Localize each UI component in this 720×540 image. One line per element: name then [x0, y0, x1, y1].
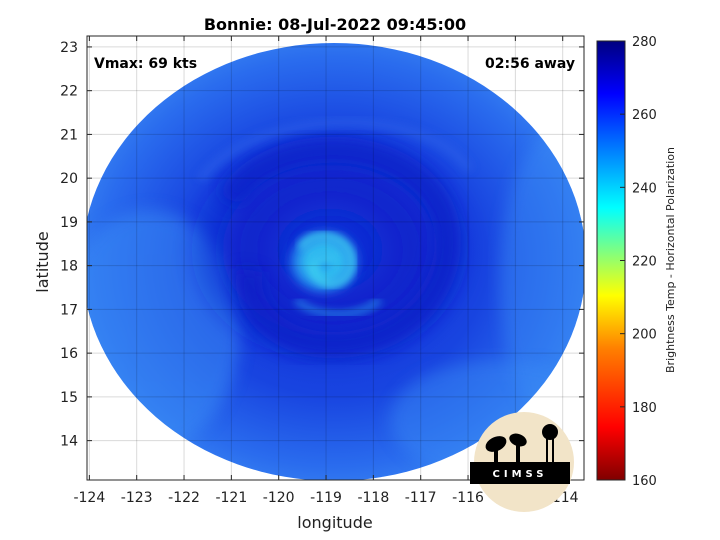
axes-frame: [86, 35, 585, 481]
colorbar-tick-label: 160: [632, 474, 657, 489]
y-tick-label: 22: [60, 84, 78, 100]
colorbar-tick-label: 280: [632, 35, 657, 50]
y-tick-label: 15: [60, 390, 78, 406]
y-tick-label: 14: [60, 434, 78, 450]
x-tick-label: -123: [121, 490, 153, 506]
x-tick-label: -120: [263, 490, 295, 506]
grid-lines: [87, 36, 584, 480]
colorbar: 160 180 200 220 240 260 280 Brightness Temp - …: [596, 35, 677, 489]
colorbar-tick-label: 220: [632, 255, 657, 270]
colorbar-tick-label: 200: [632, 328, 657, 343]
x-axis-label: longitude: [297, 513, 372, 532]
x-tick-label: -121: [215, 490, 247, 506]
y-tick-label: 18: [60, 259, 78, 275]
x-tick-label: -122: [168, 490, 200, 506]
colorbar-tick-label: 180: [632, 401, 657, 416]
x-tick-label: -119: [310, 490, 342, 506]
y-tick-label: 17: [60, 302, 78, 318]
y-tick-label: 20: [60, 171, 78, 187]
microwave-swath-image: [87, 43, 584, 480]
x-tick-label: -116: [452, 490, 484, 506]
logo-text: CIMSS: [493, 469, 548, 480]
colorbar-label: Brightness Temp - Horizontal Polarizatio…: [664, 147, 677, 373]
time-away-annotation: 02:56 away: [485, 56, 575, 72]
y-tick-label: 23: [60, 40, 78, 56]
x-tick-label: -117: [405, 490, 437, 506]
colorbar-tick-label: 260: [632, 108, 657, 123]
y-axis-ticks: 14 15 16 17 18 19 20 21 22 23: [60, 40, 584, 450]
colorbar-tick-label: 240: [632, 181, 657, 196]
chart-title: Bonnie: 08-Jul-2022 09:45:00: [204, 15, 466, 34]
colorbar-ticks: 160 180 200 220 240 260 280: [620, 35, 657, 489]
y-tick-label: 21: [60, 127, 78, 143]
x-tick-label: -124: [73, 490, 105, 506]
y-axis-label: latitude: [33, 231, 52, 292]
cimss-logo: CIMSS: [470, 412, 574, 512]
y-tick-label: 16: [60, 346, 78, 362]
vmax-annotation: Vmax: 69 kts: [94, 56, 197, 72]
x-tick-label: -118: [357, 490, 389, 506]
y-tick-label: 19: [60, 215, 78, 231]
